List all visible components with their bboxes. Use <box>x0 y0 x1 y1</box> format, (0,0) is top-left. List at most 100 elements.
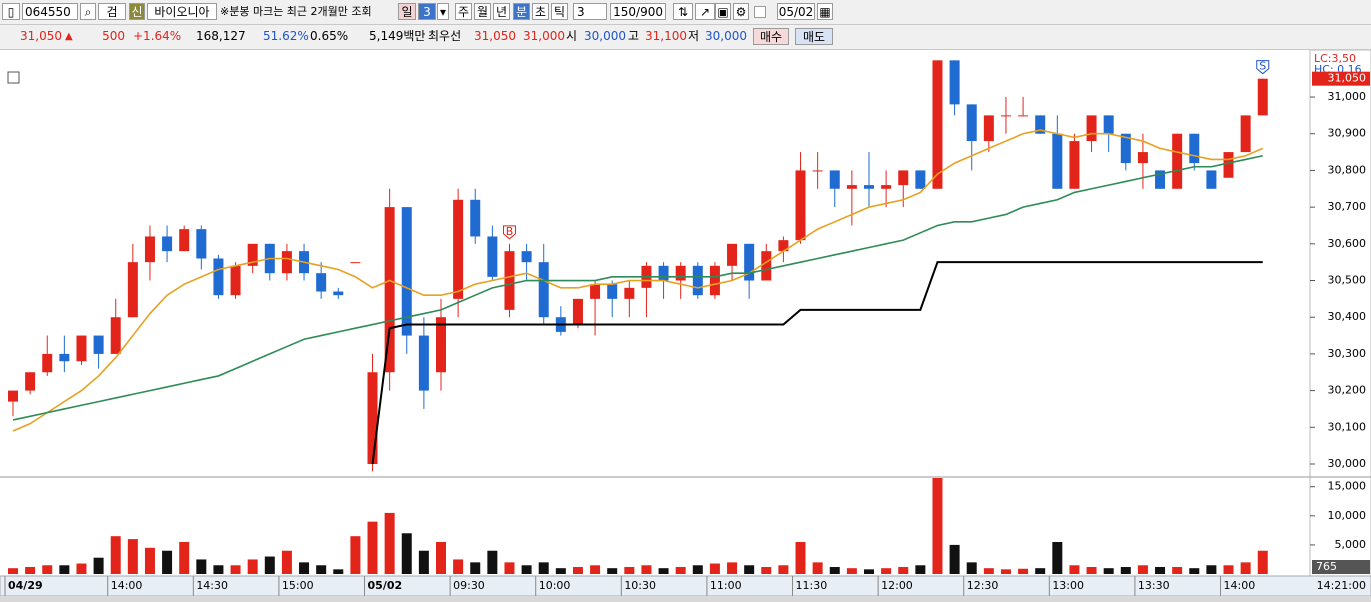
candle-body <box>692 265 703 296</box>
volume-bar <box>144 547 155 574</box>
candle-body <box>1189 133 1200 164</box>
x-tick-label: 14:30 <box>196 579 228 592</box>
volume-bar <box>1052 542 1063 574</box>
code-input[interactable]: 064550 <box>22 3 78 20</box>
arrow: ▲ <box>65 31 73 42</box>
indicator-line <box>12 154 1263 421</box>
volume-bar <box>1086 567 1097 574</box>
menu-icon[interactable]: ▯ <box>2 3 20 20</box>
candle-body <box>1000 115 1011 117</box>
lc-label: LC:3,50 <box>1314 52 1356 65</box>
volume-bar <box>281 550 292 574</box>
settings-icon[interactable]: ⚙ <box>733 3 749 20</box>
candle-body <box>127 262 138 318</box>
volume-bar <box>624 567 635 574</box>
volume-bar <box>42 565 53 574</box>
volume-bar <box>727 562 738 574</box>
period-button[interactable]: 초 <box>532 3 549 20</box>
buy-button[interactable]: 매수 <box>753 28 789 45</box>
volume-bar <box>761 567 772 574</box>
checkbox[interactable] <box>754 6 766 18</box>
volume-bar <box>709 563 720 574</box>
credit-badge: 신 <box>129 3 145 20</box>
indicator-line <box>12 129 1264 432</box>
volume-bar <box>8 568 18 574</box>
search-button[interactable]: 검 <box>98 3 126 20</box>
candle-body <box>487 236 498 277</box>
y-tick-label: 30,500 <box>1328 274 1367 287</box>
volume-bar <box>76 563 87 574</box>
period-button[interactable]: 틱 <box>551 3 568 20</box>
candle-body <box>727 243 738 266</box>
candle-body <box>1223 152 1234 178</box>
period-button[interactable]: 주 <box>455 3 472 20</box>
volume-bar <box>1257 550 1268 574</box>
volume-bar <box>127 539 138 574</box>
volume-bar <box>1172 567 1183 574</box>
date-input[interactable]: 05/02 <box>777 3 815 20</box>
volume-bar <box>110 536 121 574</box>
volume-bar <box>350 536 361 574</box>
volume-bar <box>521 565 532 574</box>
volume-bar <box>196 559 207 574</box>
x-tick-label: 14:00 <box>111 579 143 592</box>
volume-bar <box>59 565 70 574</box>
volume-bar <box>641 565 652 574</box>
notice: ※분봉 마크는 최근 2개월만 조회 <box>220 5 372 18</box>
search-icon[interactable]: ⌕ <box>80 3 96 20</box>
volume-bar <box>983 568 994 574</box>
count-input[interactable]: 150/900 <box>610 3 666 20</box>
quote-bar: 31,050 ▲ 500 +1.64% 168,127 51.62% 0.65%… <box>0 25 1371 50</box>
volume-bar <box>230 565 241 574</box>
candle-body <box>538 262 549 318</box>
save-icon[interactable]: ▣ <box>715 3 731 20</box>
x-tick-label: 09:30 <box>453 579 485 592</box>
dropdown[interactable]: ▾ <box>437 3 449 20</box>
volume-bar <box>744 565 755 574</box>
candle-body <box>1257 78 1268 116</box>
candle-body <box>196 229 207 259</box>
interval-input[interactable]: 3 <box>573 3 607 20</box>
calendar-icon[interactable]: ▦ <box>817 3 833 20</box>
sell-button[interactable]: 매도 <box>795 28 833 45</box>
volume-bar <box>1155 567 1166 574</box>
high: 31,100 <box>645 29 687 43</box>
tool-icon[interactable]: ⇅ <box>673 3 693 20</box>
period-n[interactable]: 3 <box>418 3 436 20</box>
candle-body <box>367 372 378 464</box>
candle-body <box>761 251 772 281</box>
best-bid: 31,000 <box>523 29 565 43</box>
candle-body <box>778 240 789 252</box>
candle-body <box>333 291 344 296</box>
stock-name: 바이오니아 <box>147 3 217 20</box>
candle-body <box>881 185 892 189</box>
tool-icon[interactable]: ↗ <box>695 3 715 20</box>
period-day[interactable]: 일 <box>398 3 416 20</box>
best-ask: 31,050 <box>474 29 516 43</box>
last-volume-box <box>1312 560 1370 574</box>
period-button[interactable]: 월 <box>474 3 491 20</box>
candle-body <box>898 170 909 186</box>
volume-bar <box>572 567 583 574</box>
grid-icon[interactable] <box>7 71 20 84</box>
y-tick-label: 30,200 <box>1328 384 1367 397</box>
period-button[interactable]: 분 <box>513 3 530 20</box>
candle-body <box>590 284 601 299</box>
volume-bar <box>1103 568 1114 574</box>
period-button[interactable]: 년 <box>493 3 510 20</box>
volume-bar <box>299 562 310 574</box>
volume-tick-label: 5,000 <box>1335 538 1367 551</box>
volume-bar <box>1189 568 1200 574</box>
candle-body <box>179 229 190 252</box>
y-tick-label: 31,000 <box>1328 90 1367 103</box>
amount: 5,149백만 <box>369 29 426 43</box>
volume-bar <box>179 542 190 574</box>
volume-bar <box>1120 567 1131 574</box>
volume-bar <box>658 568 669 574</box>
y-tick-label: 30,600 <box>1328 237 1367 250</box>
candle-body <box>932 60 943 189</box>
volume-bar <box>1000 569 1011 574</box>
volume: 168,127 <box>196 29 246 43</box>
change: 500 <box>102 29 125 43</box>
